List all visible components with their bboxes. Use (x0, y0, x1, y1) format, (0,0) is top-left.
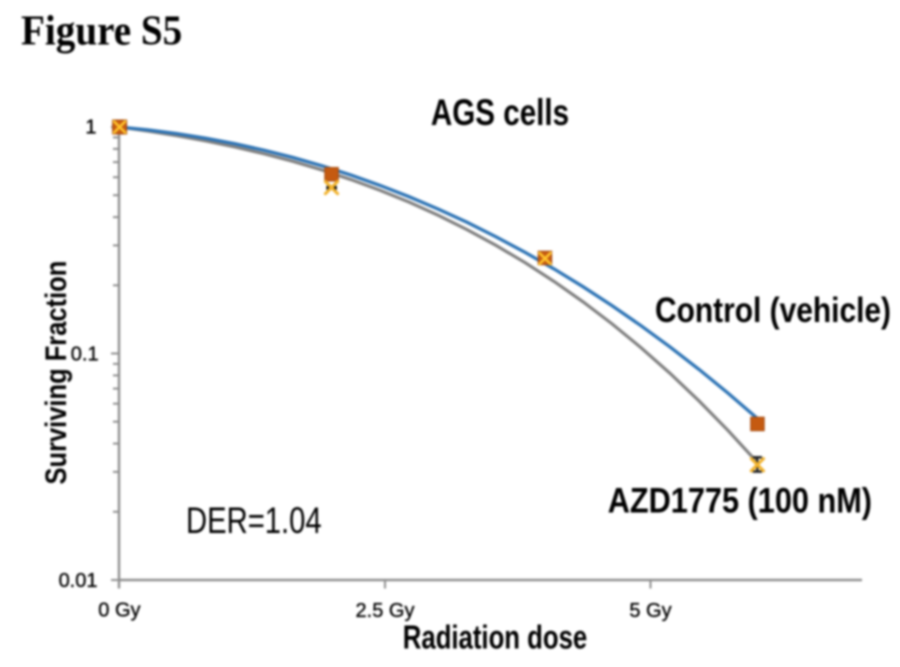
svg-text:0.1: 0.1 (71, 344, 99, 366)
svg-text:DER=1.04: DER=1.04 (186, 501, 322, 542)
svg-text:Control (vehicle): Control (vehicle) (655, 291, 891, 330)
svg-text:0.01: 0.01 (59, 570, 98, 592)
svg-text:1: 1 (85, 117, 96, 139)
svg-text:Figure S5: Figure S5 (21, 7, 182, 54)
svg-text:Surviving Fraction: Surviving Fraction (39, 261, 72, 485)
svg-text:2.5 Gy: 2.5 Gy (356, 600, 415, 622)
svg-text:AGS cells: AGS cells (431, 93, 569, 134)
svg-text:AZD1775 (100 nM): AZD1775 (100 nM) (608, 481, 872, 520)
svg-text:0 Gy: 0 Gy (98, 600, 140, 622)
svg-text:5 Gy: 5 Gy (629, 600, 671, 622)
svg-text:Radiation dose: Radiation dose (403, 619, 587, 656)
